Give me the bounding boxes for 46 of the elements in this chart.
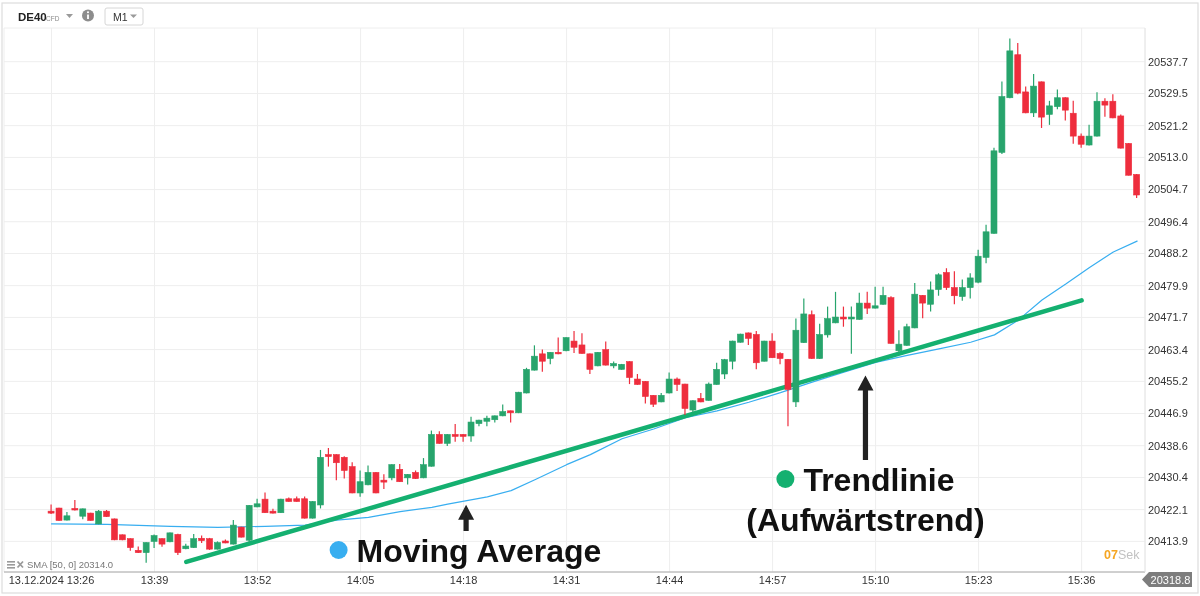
y-tick-label: 20537.7 <box>1148 55 1188 68</box>
y-tick-label: 20504.7 <box>1148 183 1188 196</box>
candlestick <box>760 340 768 363</box>
candlestick <box>871 286 879 310</box>
y-tick-label: 20446.9 <box>1148 407 1188 420</box>
chart-title: DE40 <box>18 10 47 23</box>
candlestick <box>840 305 847 328</box>
annotation: 07Sek <box>1104 548 1141 562</box>
x-tick-label: 14:31 <box>552 573 581 586</box>
annotation: SMA [50, 0] 20314.0 <box>27 559 114 570</box>
x-tick-label: 15:10 <box>861 573 890 586</box>
y-tick-label: 20479.9 <box>1148 279 1188 292</box>
candlestick <box>1062 96 1069 122</box>
candlestick <box>71 499 79 511</box>
x-tick-label: 14:57 <box>758 573 787 586</box>
x-tick-label: 15:36 <box>1067 573 1096 586</box>
legend-label: Moving Average <box>356 533 602 569</box>
y-tick-label: 20529.5 <box>1148 87 1188 100</box>
y-tick-label: 20413.9 <box>1148 535 1188 548</box>
x-tick-label: 14:18 <box>449 573 478 586</box>
y-tick-label: 20422.1 <box>1148 503 1188 516</box>
candlestick <box>539 349 546 373</box>
x-tick-label: 13:52 <box>243 573 272 586</box>
candlestick <box>626 360 633 385</box>
y-tick-label: 20430.4 <box>1148 471 1188 484</box>
y-tick-label: 20455.2 <box>1148 375 1188 388</box>
x-tick-label: 14:05 <box>346 573 375 586</box>
y-tick-label: 20471.7 <box>1148 311 1188 324</box>
candlestick <box>230 519 237 546</box>
x-tick-label: 14:44 <box>655 573 684 586</box>
x-tick-label: 15:23 <box>964 573 993 586</box>
candlestick <box>602 340 610 367</box>
y-tick-label: 20463.4 <box>1148 343 1188 356</box>
candlestick <box>142 541 150 564</box>
text: 20318.8 <box>1150 573 1191 586</box>
x-tick-label: 13.12.2024 13:26 <box>8 573 95 586</box>
y-tick-label: 20488.2 <box>1148 247 1188 260</box>
y-tick-label: 20513.0 <box>1148 151 1188 164</box>
y-tick-label: 20496.4 <box>1148 215 1188 228</box>
y-tick-label: 20521.2 <box>1148 119 1188 132</box>
candlestick <box>665 371 673 394</box>
legend-label: Trendlinie (Aufwärtstrend) <box>746 462 985 538</box>
text: M1 <box>113 10 128 23</box>
candlestick <box>863 291 871 315</box>
x-tick-label: 13:39 <box>140 573 169 586</box>
y-tick-label: 20438.6 <box>1148 439 1188 452</box>
